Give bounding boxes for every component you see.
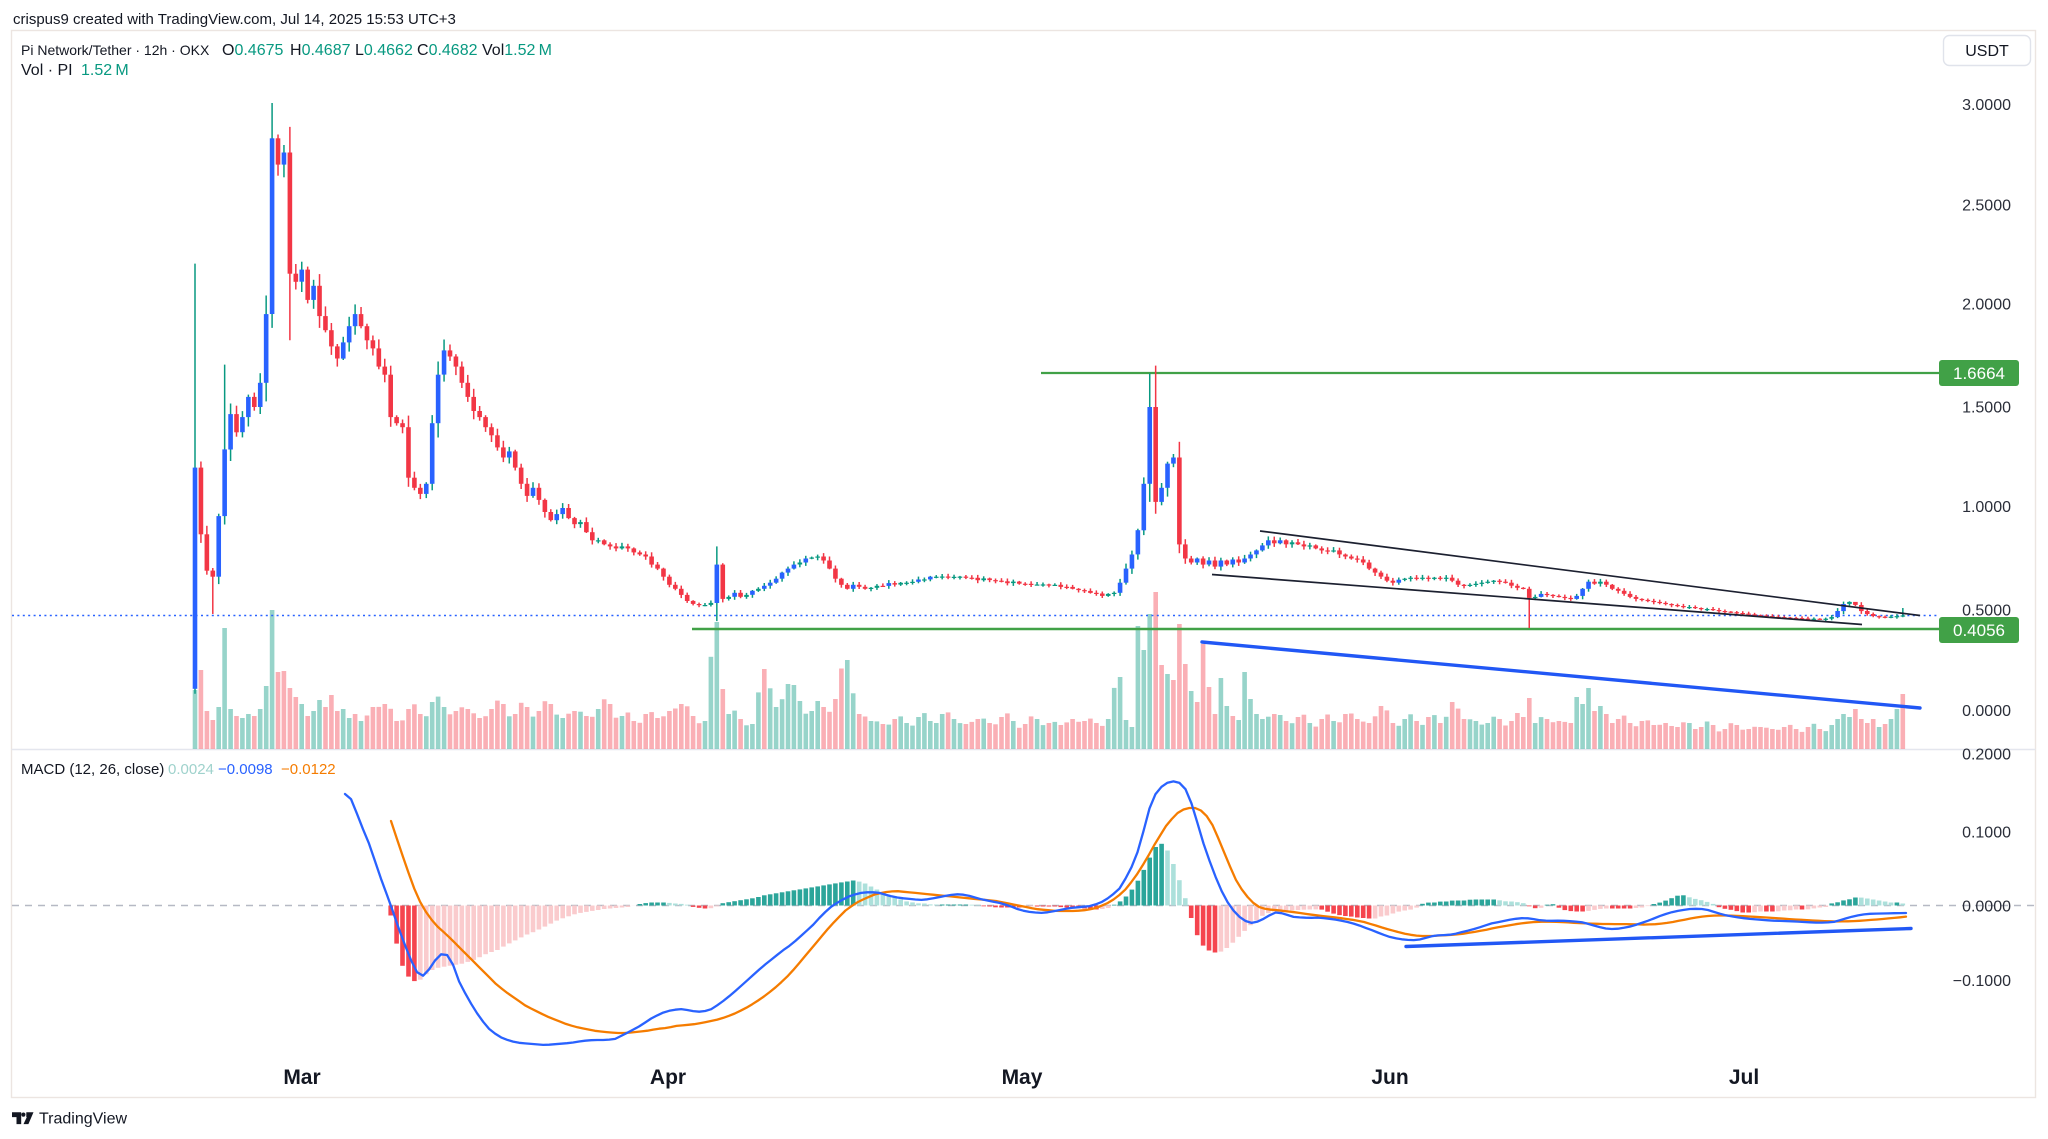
svg-text:L0.4662: L0.4662 <box>355 42 413 59</box>
svg-text:crispus9 created with TradingV: crispus9 created with TradingView.com, J… <box>13 11 456 28</box>
svg-text:Vol · PI 1.52 M: Vol · PI 1.52 M <box>21 62 129 79</box>
svg-text:O0.4675: O0.4675 <box>222 42 283 59</box>
svg-text:−0.0122: −0.0122 <box>281 761 336 778</box>
svg-text:H0.4687: H0.4687 <box>290 42 351 59</box>
svg-text:TradingView: TradingView <box>39 1111 127 1128</box>
svg-text:MACD (12, 26, close): MACD (12, 26, close) <box>21 761 164 778</box>
svg-text:1.5000: 1.5000 <box>1962 400 2011 417</box>
svg-text:Jun: Jun <box>1371 1066 1408 1089</box>
svg-text:Apr: Apr <box>650 1066 686 1089</box>
svg-text:Vol1.52 M: Vol1.52 M <box>482 42 552 59</box>
svg-text:0.5000: 0.5000 <box>1962 603 2011 620</box>
svg-text:1.6664: 1.6664 <box>1953 364 2005 383</box>
svg-text:Jul: Jul <box>1729 1066 1759 1089</box>
svg-text:0.0000: 0.0000 <box>1962 703 2011 720</box>
svg-text:May: May <box>1002 1066 1043 1089</box>
svg-text:Mar: Mar <box>283 1066 320 1089</box>
svg-text:−0.0098: −0.0098 <box>218 761 273 778</box>
svg-text:USDT: USDT <box>1965 43 2009 60</box>
svg-text:0.0024: 0.0024 <box>168 761 214 778</box>
svg-text:0.4056: 0.4056 <box>1953 621 2005 640</box>
svg-text:1.0000: 1.0000 <box>1962 499 2011 516</box>
svg-text:C0.4682: C0.4682 <box>417 42 478 59</box>
svg-text:2.0000: 2.0000 <box>1962 297 2011 314</box>
svg-text:0.2000: 0.2000 <box>1962 747 2011 764</box>
svg-text:0.0000: 0.0000 <box>1962 899 2011 916</box>
svg-text:−0.1000: −0.1000 <box>1953 973 2011 990</box>
svg-text:2.5000: 2.5000 <box>1962 198 2011 215</box>
svg-text:0.1000: 0.1000 <box>1962 825 2011 842</box>
svg-text:3.0000: 3.0000 <box>1962 97 2011 114</box>
svg-text:Pi Network/Tether · 12h · OKX: Pi Network/Tether · 12h · OKX <box>21 42 210 58</box>
